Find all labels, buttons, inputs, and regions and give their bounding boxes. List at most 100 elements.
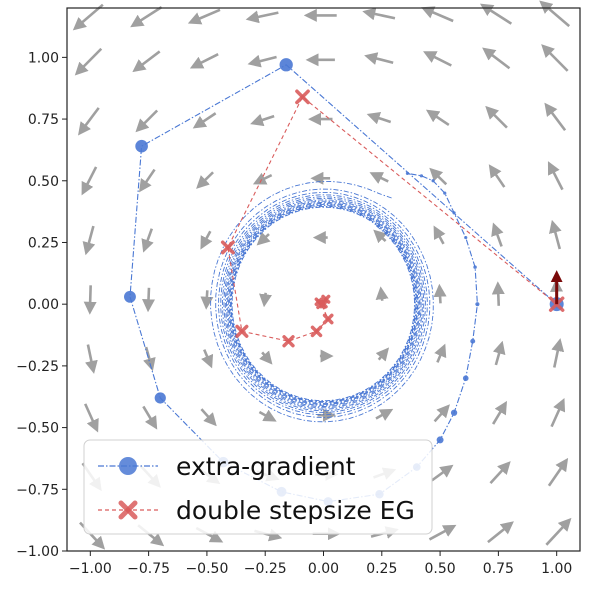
y-tick-label: 0.50 bbox=[28, 174, 59, 190]
double-stepsize-point bbox=[319, 299, 328, 309]
quiver-arrow bbox=[544, 102, 567, 132]
x-tick-label: −1.00 bbox=[69, 561, 112, 577]
quiver-arrow bbox=[429, 167, 448, 186]
x-tick-label: 0.50 bbox=[425, 561, 456, 577]
extra-gradient-point bbox=[431, 179, 435, 183]
y-tick-label: −0.75 bbox=[16, 482, 59, 498]
quiver-arrow bbox=[85, 344, 98, 374]
y-tick-label: −0.25 bbox=[16, 359, 59, 375]
quiver-arrow bbox=[491, 281, 505, 306]
x-tick-label: −0.50 bbox=[185, 561, 228, 577]
legend-box bbox=[83, 439, 433, 535]
quiver-arrow bbox=[189, 52, 219, 69]
y-tick-label: −0.50 bbox=[16, 421, 59, 437]
quiver-arrow bbox=[196, 171, 214, 189]
quiver-arrow bbox=[488, 164, 506, 188]
quiver-arrow bbox=[135, 109, 159, 133]
extra-gradient-point bbox=[443, 191, 447, 195]
double-stepsize-point bbox=[282, 335, 295, 348]
quiver-arrow bbox=[142, 405, 158, 430]
quiver-arrow bbox=[141, 228, 154, 253]
quiver-arrow bbox=[192, 112, 217, 129]
quiver-arrow bbox=[375, 408, 394, 421]
quiver-arrow bbox=[489, 461, 511, 484]
extra-gradient-point bbox=[405, 171, 410, 175]
extra-gradient-point bbox=[464, 235, 468, 240]
quiver-arrow bbox=[425, 109, 450, 126]
quiver-arrow bbox=[487, 521, 514, 544]
quiver-arrow bbox=[373, 229, 388, 244]
y-tick-label: 0.25 bbox=[28, 235, 59, 251]
quiver-arrow bbox=[187, 8, 221, 25]
extra-gradient-point bbox=[462, 375, 469, 382]
quiver-arrow bbox=[491, 222, 504, 247]
double-stepsize-point bbox=[321, 294, 331, 304]
quiver-arrow bbox=[433, 225, 446, 245]
extra-gradient-point bbox=[154, 392, 166, 404]
quiver-arrow bbox=[428, 524, 457, 541]
quiver-arrow bbox=[550, 397, 566, 428]
legend-label-extra-gradient: extra-gradient bbox=[176, 452, 356, 481]
quiver-arrow bbox=[200, 290, 214, 310]
quiver-arrow bbox=[132, 50, 161, 73]
quiver-arrow bbox=[492, 340, 506, 366]
quiver-arrow bbox=[491, 400, 508, 425]
quiver-arrow bbox=[81, 166, 98, 196]
quiver-arrow bbox=[479, 3, 513, 25]
quiver-arrow bbox=[364, 52, 394, 65]
quiver-arrow bbox=[143, 346, 156, 372]
extra-gradient-point bbox=[452, 211, 456, 215]
quiver-arrow bbox=[375, 286, 389, 301]
quiver-arrow bbox=[256, 231, 271, 246]
x-tick-label: 0.25 bbox=[366, 561, 397, 577]
quiver-arrow bbox=[541, 44, 569, 72]
double-stepsize-point bbox=[295, 89, 310, 105]
quiver-arrow bbox=[421, 6, 454, 23]
quiver-arrow bbox=[250, 113, 275, 127]
quiver-arrow bbox=[245, 10, 279, 24]
quiver-arrow bbox=[83, 285, 97, 315]
extra-gradient-point bbox=[475, 302, 480, 307]
quiver-arrow bbox=[433, 404, 450, 423]
double-stepsize-point bbox=[310, 325, 323, 338]
legend-label-double-stepsize: double stepsize EG bbox=[176, 496, 415, 525]
quiver-arrow bbox=[434, 343, 447, 363]
extra-gradient-point bbox=[470, 338, 476, 344]
quiver-arrow bbox=[82, 225, 96, 256]
x-tick-label: −0.75 bbox=[127, 561, 170, 577]
extra-gradient-point bbox=[419, 174, 424, 178]
quiver-arrow bbox=[78, 107, 100, 136]
y-axis-ticks: −1.00 −0.75 −0.50 −0.25 0.00 0.25 0.50 0.75 1.00 bbox=[16, 50, 67, 560]
quiver-arrow bbox=[84, 403, 99, 433]
quiver-arrow bbox=[369, 172, 389, 184]
legend-marker-double-stepsize bbox=[118, 500, 138, 520]
extra-gradient-point bbox=[279, 58, 293, 72]
double-stepsize-point bbox=[235, 324, 249, 338]
legend-marker-extra-gradient bbox=[119, 457, 137, 475]
y-tick-label: −1.00 bbox=[16, 544, 59, 560]
quiver-arrow bbox=[142, 287, 156, 313]
x-tick-label: 1.00 bbox=[541, 561, 572, 577]
quiver-arrow bbox=[431, 464, 454, 482]
extra-gradient-point bbox=[124, 290, 136, 303]
quiver-arrow bbox=[366, 111, 392, 125]
quiver-arrow bbox=[433, 283, 447, 304]
extra-gradient-spiral bbox=[210, 181, 434, 423]
quiver-arrow bbox=[130, 6, 163, 28]
y-tick-label: 0.75 bbox=[28, 112, 59, 128]
x-tick-label: −0.25 bbox=[244, 561, 287, 577]
y-tick-label: 0.00 bbox=[28, 297, 59, 313]
quiver-arrow bbox=[247, 54, 277, 68]
quiver-arrow bbox=[482, 47, 511, 70]
extra-gradient-line bbox=[129, 64, 558, 503]
x-axis-ticks: −1.00 −0.75 −0.50 −0.25 0.00 0.25 0.50 0.75 1.00 bbox=[69, 551, 572, 577]
extra-gradient-point bbox=[450, 409, 458, 416]
extra-gradient-point bbox=[436, 436, 444, 444]
x-tick-label: 0.00 bbox=[308, 561, 339, 577]
y-tick-label: 1.00 bbox=[28, 50, 59, 66]
quiver-arrow bbox=[200, 408, 217, 427]
quiver-field bbox=[72, 0, 572, 550]
legend: extra-gradient double stepsize EG bbox=[83, 439, 433, 535]
double-stepsize-point bbox=[220, 240, 235, 255]
